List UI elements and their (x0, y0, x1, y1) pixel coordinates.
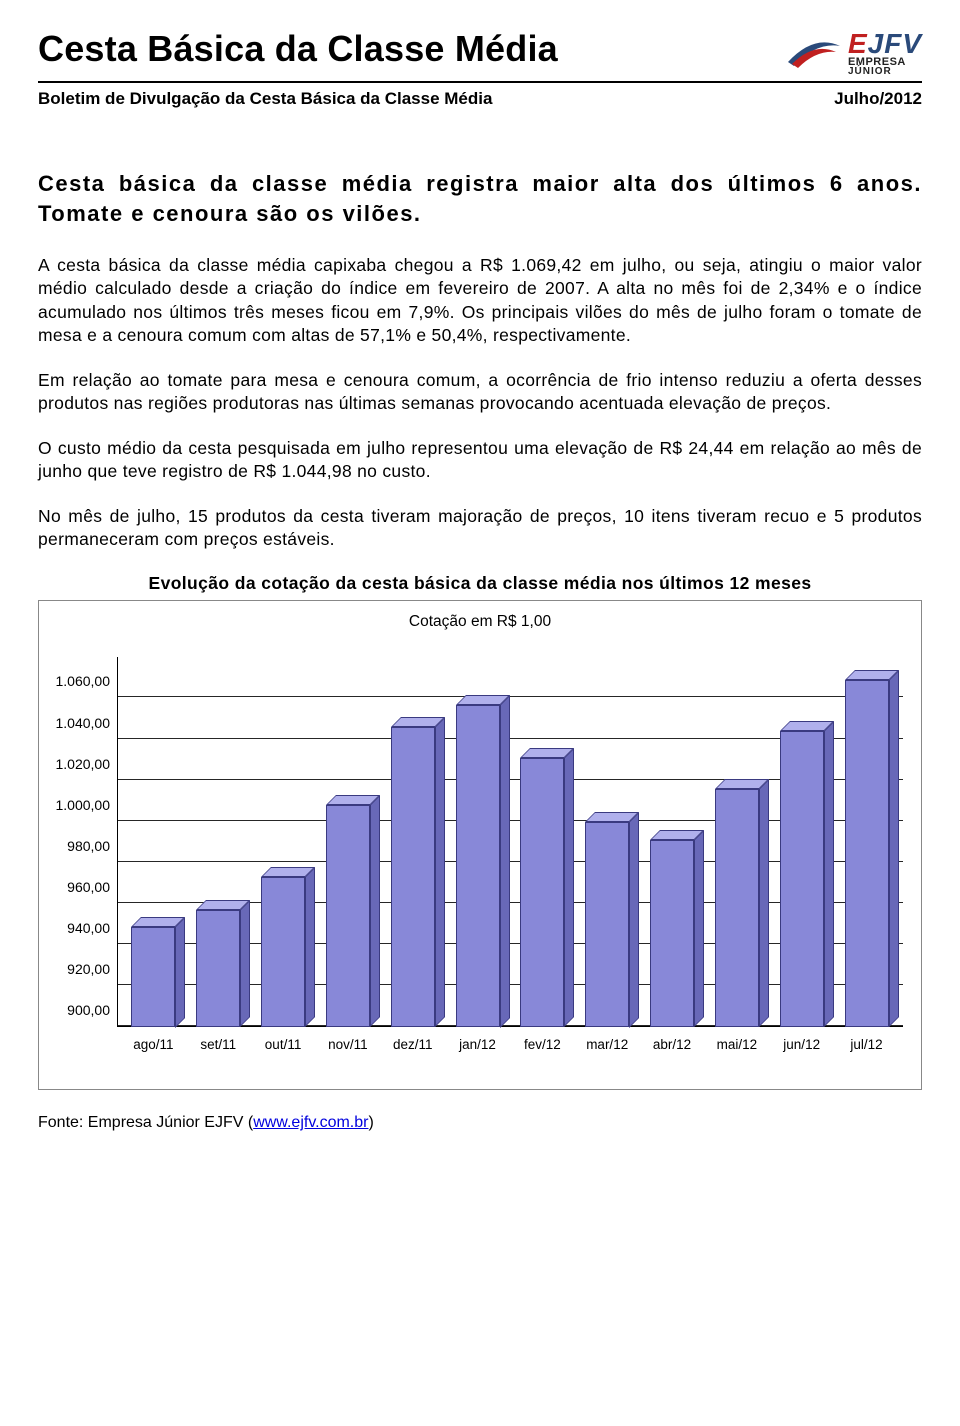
subtitle-right: Julho/2012 (834, 89, 922, 109)
chart-plot-area: 900,00920,00940,00960,00980,001.000,001.… (117, 657, 903, 1052)
page-main-title: Cesta Básica da Classe Média (38, 28, 558, 70)
article-headline: Cesta básica da classe média registra ma… (38, 169, 922, 228)
footer-prefix: Fonte: Empresa Júnior EJFV ( (38, 1114, 253, 1131)
chart-x-label: mai/12 (710, 1037, 764, 1052)
chart-bar (126, 927, 180, 1028)
chart-y-label: 1.040,00 (56, 715, 111, 731)
chart-bar (191, 910, 245, 1027)
chart-bar (386, 727, 440, 1027)
chart-bar (450, 705, 504, 1028)
chart-x-label: mar/12 (580, 1037, 634, 1052)
chart-bar (710, 789, 764, 1027)
page: Cesta Básica da Classe Média EJFV EMPRES… (0, 0, 960, 1152)
chart-x-label: fev/12 (515, 1037, 569, 1052)
chart-bar (645, 840, 699, 1027)
paragraph-3: O custo médio da cesta pesquisada em jul… (38, 437, 922, 483)
chart-y-label: 1.060,00 (56, 673, 111, 689)
chart-title: Evolução da cotação da cesta básica da c… (38, 573, 922, 594)
chart-x-label: jun/12 (774, 1037, 828, 1052)
subtitle-row: Boletim de Divulgação da Cesta Básica da… (38, 89, 922, 109)
chart-bar (580, 822, 634, 1028)
logo: EJFV EMPRESA JÚNIOR (786, 28, 922, 77)
chart-y-label: 1.000,00 (56, 797, 111, 813)
chart-x-label: abr/12 (645, 1037, 699, 1052)
chart-bar (774, 731, 828, 1027)
chart-y-label: 980,00 (67, 838, 110, 854)
paragraph-4: No mês de julho, 15 produtos da cesta ti… (38, 505, 922, 551)
header-row: Cesta Básica da Classe Média EJFV EMPRES… (38, 28, 922, 77)
chart-bars (117, 657, 903, 1027)
chart-y-label: 940,00 (67, 920, 110, 936)
logo-text: EJFV EMPRESA JÚNIOR (848, 28, 922, 77)
chart-bar (256, 877, 310, 1027)
chart-y-label: 1.020,00 (56, 756, 111, 772)
footer-link[interactable]: www.ejfv.com.br (253, 1114, 368, 1131)
chart-x-label: ago/11 (126, 1037, 180, 1052)
chart-subtitle: Cotação em R$ 1,00 (49, 613, 911, 631)
chart-bar (321, 805, 375, 1027)
header-divider (38, 81, 922, 83)
chart-bar (839, 680, 893, 1027)
chart-y-label: 920,00 (67, 961, 110, 977)
chart-x-labels: ago/11 set/11 out/11 nov/11 dez/11 jan/12 fev/… (117, 1037, 903, 1052)
chart-y-label: 900,00 (67, 1002, 110, 1018)
chart-x-label: out/11 (256, 1037, 310, 1052)
chart-x-label: set/11 (191, 1037, 245, 1052)
logo-sub2: JÚNIOR (848, 66, 892, 77)
footer-suffix: ) (368, 1114, 373, 1131)
footer-source: Fonte: Empresa Júnior EJFV (www.ejfv.com… (38, 1114, 922, 1132)
subtitle-left: Boletim de Divulgação da Cesta Básica da… (38, 89, 492, 109)
chart-x-label: jan/12 (450, 1037, 504, 1052)
chart-bar (515, 758, 569, 1027)
chart-x-label: nov/11 (321, 1037, 375, 1052)
logo-swoosh-icon (786, 32, 842, 74)
chart-container: Cotação em R$ 1,00 900,00920,00940,00960… (38, 600, 922, 1090)
paragraph-1: A cesta básica da classe média capixaba … (38, 254, 922, 346)
chart-y-label: 960,00 (67, 879, 110, 895)
paragraph-2: Em relação ao tomate para mesa e cenoura… (38, 369, 922, 415)
chart-x-label: jul/12 (839, 1037, 893, 1052)
chart-x-label: dez/11 (386, 1037, 440, 1052)
